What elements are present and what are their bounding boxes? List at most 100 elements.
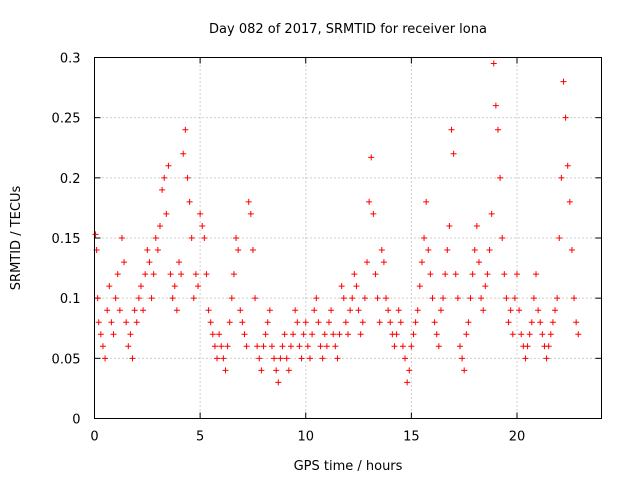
data-point <box>108 319 115 326</box>
data-point <box>201 235 208 241</box>
data-point <box>537 319 544 326</box>
data-point <box>290 331 297 338</box>
data-point <box>423 198 430 205</box>
data-point <box>277 355 284 362</box>
data-point <box>376 319 383 326</box>
data-point <box>368 154 375 161</box>
data-point <box>530 295 537 302</box>
data-point <box>304 343 311 350</box>
data-point <box>186 198 193 205</box>
data-point <box>547 331 554 338</box>
data-point <box>421 235 428 241</box>
data-point <box>353 283 360 290</box>
data-point <box>247 210 254 217</box>
data-point <box>220 355 227 362</box>
data-point <box>395 307 402 314</box>
data-point <box>292 307 299 314</box>
data-point <box>416 283 423 290</box>
data-point <box>355 307 362 314</box>
data-point <box>370 210 377 217</box>
data-point <box>545 343 552 350</box>
data-point <box>549 319 556 326</box>
data-point <box>281 331 288 338</box>
data-point <box>199 222 206 229</box>
data-point <box>140 307 147 314</box>
data-point <box>315 319 322 326</box>
data-point <box>275 379 282 386</box>
data-point <box>490 60 497 67</box>
data-point <box>410 331 417 338</box>
data-point <box>125 343 132 350</box>
data-point <box>330 331 337 338</box>
data-point <box>397 319 404 326</box>
data-point <box>328 307 335 314</box>
data-point <box>575 331 582 338</box>
data-point <box>342 319 349 326</box>
data-point <box>135 295 142 302</box>
data-point <box>497 174 504 181</box>
data-point <box>332 343 339 350</box>
data-point <box>361 295 368 302</box>
data-point <box>499 235 506 241</box>
data-point <box>154 247 161 254</box>
data-point <box>562 114 569 121</box>
data-point <box>144 247 151 254</box>
data-point <box>323 343 330 350</box>
data-point <box>268 343 275 350</box>
data-point <box>218 343 225 350</box>
data-point <box>406 367 413 374</box>
data-point <box>178 271 185 278</box>
data-point <box>317 343 324 350</box>
data-point <box>336 331 343 338</box>
data-point <box>482 283 489 290</box>
data-point <box>152 235 159 241</box>
data-point <box>503 295 510 302</box>
data-point <box>211 343 218 350</box>
data-point <box>442 271 449 278</box>
data-point <box>207 319 214 326</box>
data-point <box>173 307 180 314</box>
data-point <box>279 343 286 350</box>
data-point <box>437 307 444 314</box>
data-point <box>165 162 172 169</box>
data-point <box>319 355 326 362</box>
data-point <box>488 210 495 217</box>
data-point <box>313 295 320 302</box>
data-point <box>568 247 575 254</box>
data-point <box>425 247 432 254</box>
data-point <box>161 174 168 181</box>
chart-title: Day 082 of 2017, SRMTID for receiver lon… <box>209 22 487 37</box>
data-point <box>95 319 102 326</box>
data-point <box>156 222 163 229</box>
y-tick-labels: 0 0.05 0.1 0.15 0.2 0.25 0.3 <box>52 52 81 428</box>
data-point <box>146 259 153 266</box>
data-point <box>539 331 546 338</box>
x-tick-labels: 0 5 10 15 20 <box>90 430 525 445</box>
data-point <box>228 295 235 302</box>
data-point <box>427 271 434 278</box>
data-point <box>235 247 242 254</box>
data-point <box>429 295 436 302</box>
data-point <box>573 319 580 326</box>
x-axis-label: GPS time / hours <box>294 459 403 474</box>
data-point <box>522 355 529 362</box>
data-point <box>106 283 113 290</box>
data-point <box>252 295 259 302</box>
data-point <box>448 126 455 133</box>
y-tick-label: 0.15 <box>52 232 81 247</box>
data-point <box>222 367 229 374</box>
data-point <box>469 271 476 278</box>
data-point <box>543 355 550 362</box>
data-point <box>391 343 398 350</box>
data-point <box>486 247 493 254</box>
data-point <box>118 235 125 241</box>
data-point <box>364 259 371 266</box>
data-point <box>471 247 478 254</box>
data-point <box>321 331 328 338</box>
data-point <box>465 319 472 326</box>
data-point <box>131 307 138 314</box>
data-point <box>505 319 512 326</box>
data-point <box>475 259 482 266</box>
data-point <box>97 331 104 338</box>
